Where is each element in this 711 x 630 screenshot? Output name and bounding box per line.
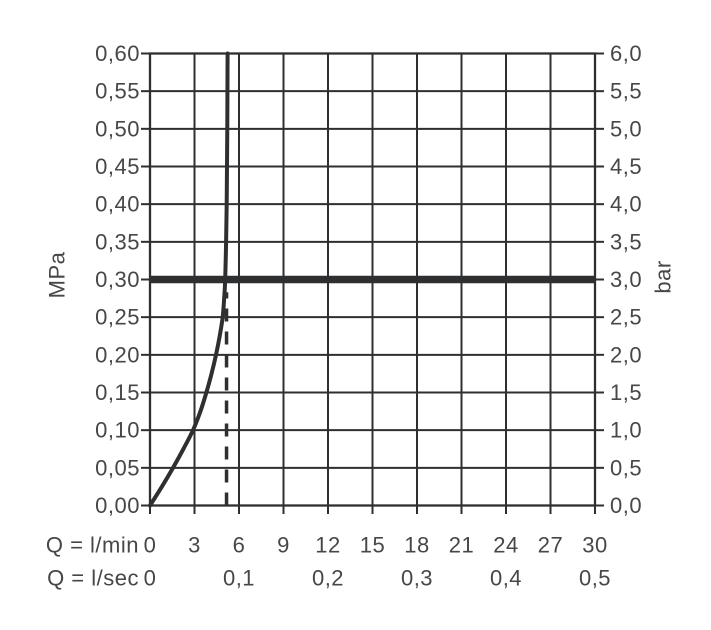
y-right-tick-label: 5,0	[610, 116, 642, 141]
y-right-tick-label: 4,5	[610, 154, 642, 179]
x-lsec-tick-label: 0	[144, 566, 157, 591]
y-right-tick-label: 6,0	[610, 41, 642, 66]
y-left-axis-unit-label: MPa	[45, 251, 70, 298]
x-axis-lsec-label: Q = l/sec	[47, 566, 139, 591]
x-lsec-tick-label: 0,4	[490, 566, 522, 591]
y-left-tick-label: 0,55	[95, 79, 140, 104]
x-lsec-tick-label: 0,2	[312, 566, 344, 591]
x-lmin-tick-label: 15	[360, 533, 385, 558]
chart-generated-layer: 0,00 0,00,05 0,50,10 1,00,15 1,50,20 2,00,25 2…	[95, 41, 642, 591]
y-left-tick-label: 0,15	[95, 380, 140, 405]
x-lsec-tick-label: 0,1	[223, 566, 255, 591]
y-right-tick-label: 3,0	[610, 267, 642, 292]
y-right-tick-label: 1,5	[610, 380, 642, 405]
x-lmin-tick-label: 12	[315, 533, 340, 558]
y-left-tick-label: 0,50	[95, 116, 140, 141]
y-right-tick-label: 2,0	[610, 342, 642, 367]
y-right-tick-label: 0,5	[610, 455, 642, 480]
y-right-tick-label: 0,0	[610, 493, 642, 518]
flow-curve	[148, 51, 230, 508]
y-left-tick-label: 0,10	[95, 418, 140, 443]
x-lsec-tick-label: 0,5	[579, 566, 611, 591]
y-left-tick-label: 0,30	[95, 267, 140, 292]
x-lmin-tick-label: 21	[449, 533, 474, 558]
y-right-tick-label: 4,0	[610, 192, 642, 217]
x-lmin-tick-label: 9	[277, 533, 290, 558]
x-lmin-tick-label: 24	[493, 533, 518, 558]
y-right-tick-label: 5,5	[610, 79, 642, 104]
y-left-tick-label: 0,60	[95, 41, 140, 66]
y-left-tick-label: 0,45	[95, 154, 140, 179]
y-right-tick-label: 2,5	[610, 305, 642, 330]
y-left-tick-label: 0,35	[95, 229, 140, 254]
x-lsec-tick-label: 0,3	[401, 566, 433, 591]
x-lmin-tick-label: 6	[233, 533, 246, 558]
y-right-tick-label: 1,0	[610, 418, 642, 443]
x-lmin-tick-label: 3	[188, 533, 201, 558]
y-left-tick-label: 0,40	[95, 192, 140, 217]
x-lmin-tick-label: 18	[404, 533, 429, 558]
x-axis-lmin-label: Q = l/min	[46, 533, 139, 558]
y-left-tick-label: 0,25	[95, 305, 140, 330]
y-left-tick-label: 0,20	[95, 342, 140, 367]
y-left-tick-label: 0,05	[95, 455, 140, 480]
y-left-tick-label: 0,00	[95, 493, 140, 518]
x-lmin-tick-label: 27	[538, 533, 563, 558]
y-right-axis-unit-label: bar	[651, 260, 676, 293]
y-right-tick-label: 3,5	[610, 229, 642, 254]
x-lmin-tick-label: 30	[582, 533, 607, 558]
x-lmin-tick-label: 0	[144, 533, 157, 558]
